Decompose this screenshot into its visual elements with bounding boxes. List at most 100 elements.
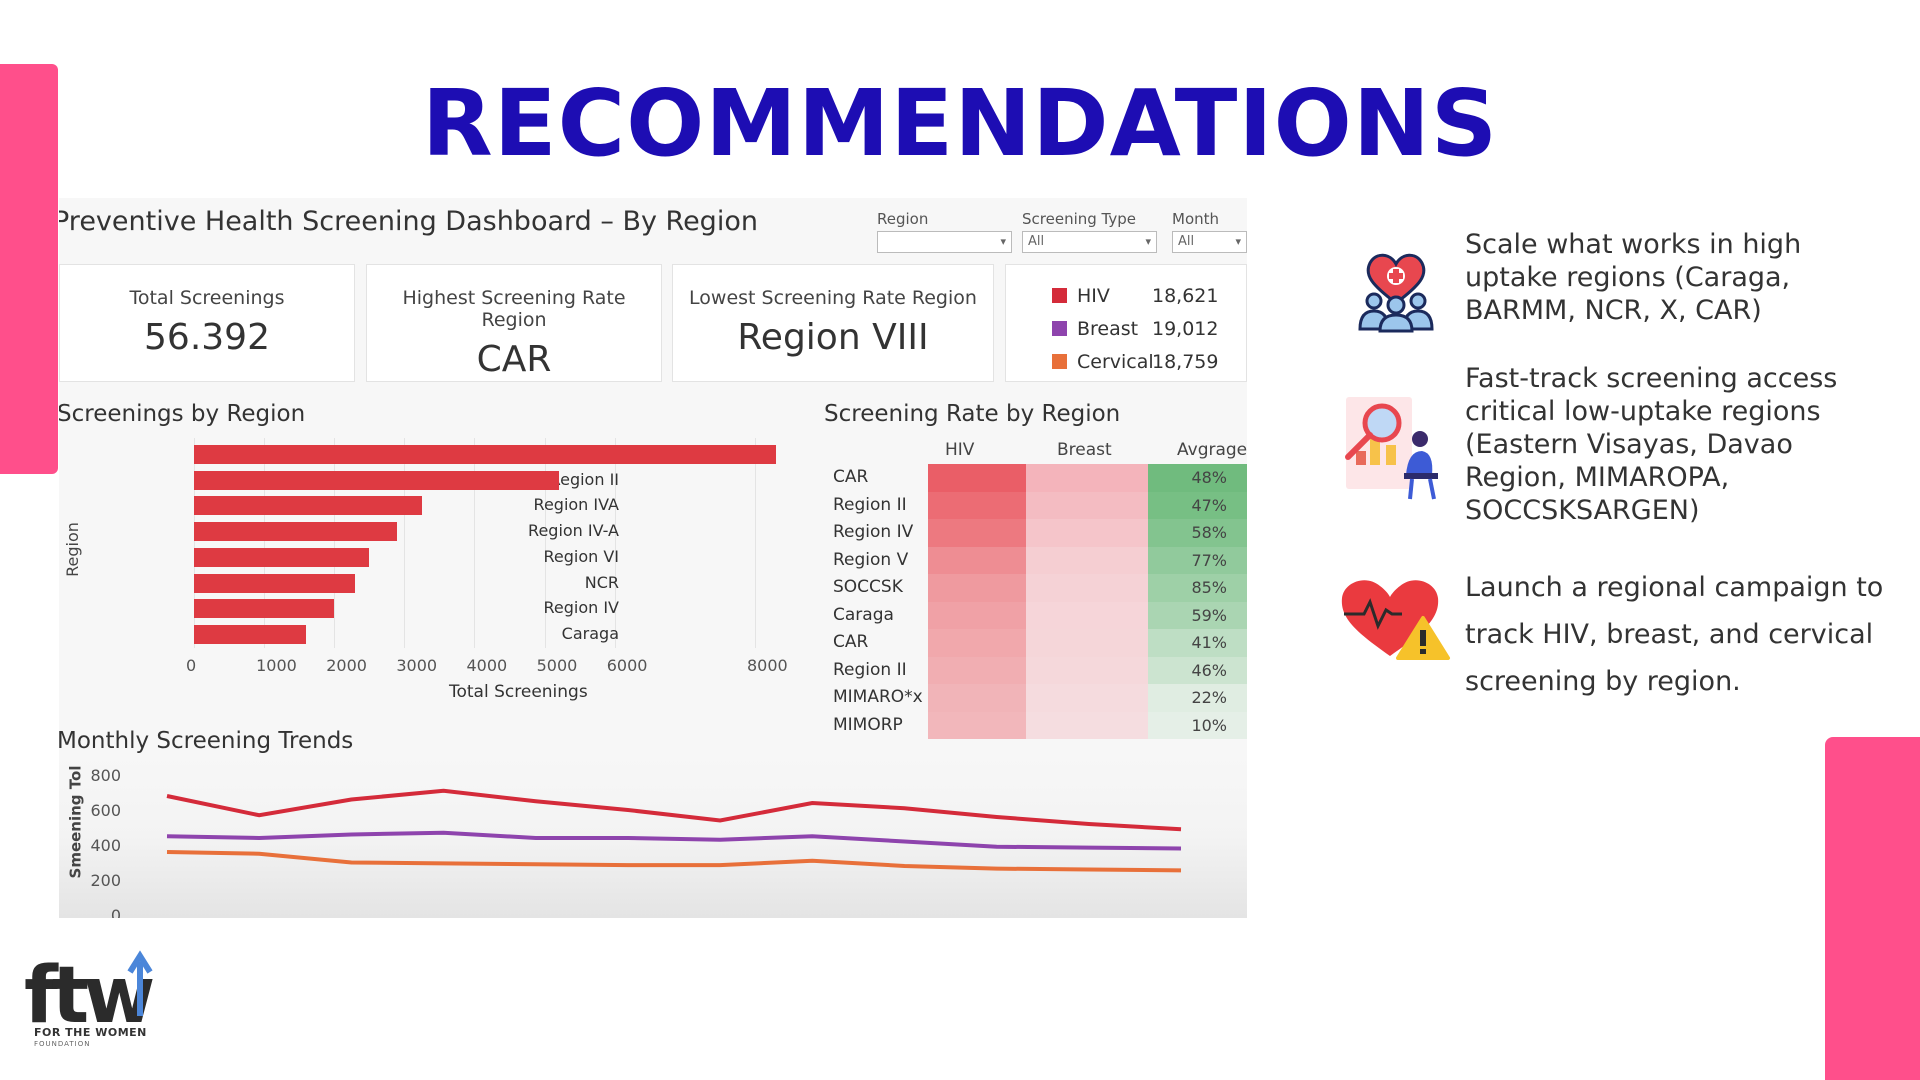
- heatmap-row-label: Region IV: [833, 522, 914, 542]
- trend-y-tick: 0: [111, 906, 121, 918]
- heatmap-row: SOCCSK 85%: [821, 574, 1247, 602]
- heatmap-cell-average: 77%: [1148, 546, 1247, 574]
- heatmap-cell-average: 41%: [1148, 629, 1247, 657]
- heatmap-row: Region II 47%: [821, 491, 1247, 519]
- heatmap-cell-average: 48%: [1148, 464, 1247, 492]
- heatmap-row-label: Region V: [833, 549, 909, 570]
- heatmap-row: MIMORP 10%: [821, 711, 1247, 739]
- logo-name: FOR THE WOMEN: [34, 1026, 147, 1039]
- screening-type-filter[interactable]: Screening Type All: [1022, 210, 1157, 253]
- bar[interactable]: [194, 470, 559, 490]
- heatmap-cell-breast: [1026, 546, 1148, 574]
- region-filter-select[interactable]: [877, 231, 1012, 253]
- legend-swatch: [1052, 288, 1067, 303]
- region-filter-label: Region: [877, 210, 929, 228]
- heatmap-cell-average: 85%: [1148, 574, 1247, 602]
- screening-type-filter-label: Screening Type: [1022, 210, 1136, 228]
- heatmap-cell-average: 46%: [1148, 656, 1247, 684]
- bar[interactable]: [194, 445, 776, 464]
- heatmap-row-label: CAR: [833, 632, 869, 652]
- heatmap-row-label: SOCCSK: [833, 577, 903, 597]
- kpi-value: CAR: [476, 339, 552, 380]
- bar[interactable]: [194, 496, 422, 516]
- bar-category-label: NCR: [584, 572, 619, 592]
- heatmap-cell-hiv: [928, 464, 1026, 492]
- heatmap-cell-average: 10%: [1148, 711, 1247, 739]
- heatmap-row: Region V 77%: [821, 546, 1247, 574]
- bar-chart-gridline: [754, 438, 756, 648]
- bar-chart-x-tick: 2000: [326, 656, 367, 675]
- bar-chart-x-tick: 4000: [466, 656, 508, 675]
- heatmap-row-label: MIMARO*x: [833, 687, 923, 707]
- heatmap-cell-breast: [1026, 601, 1148, 629]
- bar-category-label: Region IV-A: [528, 521, 619, 541]
- heatmap-cell-breast: [1026, 711, 1148, 739]
- ftw-logo: ftw: [24, 950, 154, 1026]
- monthly-trend-chart: 0 200 400 600 800: [90, 766, 1182, 918]
- heatmap-cell-average: 59%: [1148, 601, 1247, 629]
- bar-chart-gridline: [404, 438, 406, 648]
- kpi-value: 56.392: [144, 317, 270, 358]
- legend-item-cervical: Cervical 18,759: [1052, 351, 1218, 373]
- heatmap-row: CAR 48%: [821, 464, 1247, 492]
- heatmap-cell-breast: [1026, 519, 1148, 547]
- legend-swatch: [1052, 354, 1067, 369]
- bar-category-label: Region II: [549, 469, 619, 489]
- legend-swatch: [1052, 321, 1067, 336]
- screening-type-filter-select[interactable]: All: [1022, 231, 1157, 253]
- bar-chart-gridline: [334, 438, 336, 648]
- heatmap-cell-hiv: [928, 629, 1026, 657]
- legend-value: 18,759: [1152, 351, 1219, 373]
- heatmap-cell-average: 47%: [1148, 491, 1247, 519]
- heatmap-cell-breast: [1026, 629, 1148, 657]
- month-filter-select[interactable]: All: [1172, 231, 1247, 253]
- heatmap-cell-average: 22%: [1148, 684, 1247, 712]
- bar[interactable]: [194, 599, 335, 619]
- heatmap-row-label: Region II: [833, 659, 907, 680]
- month-filter[interactable]: Month All: [1172, 210, 1247, 253]
- legend-value: 18,621: [1152, 285, 1219, 307]
- left-accent-bar: [0, 64, 58, 474]
- trend-line-cervical[interactable]: [166, 850, 1182, 873]
- trend-y-tick: 400: [90, 836, 121, 855]
- heatmap-col-breast: Breast: [1057, 440, 1112, 460]
- legend-name: Breast: [1077, 318, 1139, 340]
- bar-chart-x-tick: 1000: [256, 656, 297, 675]
- heatmap-row: Region IV 58%: [821, 519, 1247, 547]
- heatmap-cell-hiv: [928, 656, 1026, 684]
- bar[interactable]: [194, 522, 398, 542]
- heatmap-cell-hiv: [928, 574, 1026, 602]
- legend-item-breast: Breast 19,012: [1052, 318, 1218, 340]
- bar-category-label: Region IV: [543, 598, 619, 618]
- slide-title: RECOMMENDATIONS: [421, 70, 1499, 177]
- recommendation-1-text: Scale what works in high uptake regions …: [1465, 229, 1802, 326]
- heatmap-row-label: Caraga: [833, 604, 894, 625]
- heatmap-row: MIMARO*x 22%: [821, 684, 1247, 712]
- bar[interactable]: [194, 547, 370, 567]
- legend-name: Cervical: [1077, 351, 1154, 373]
- heatmap-col-hiv: HIV: [945, 440, 975, 460]
- bar-chart-x-tick: 3000: [396, 656, 438, 675]
- kpi-lowest-region: Lowest Screening Rate Region Region VIII: [672, 264, 994, 382]
- heatmap-cell-breast: [1026, 491, 1148, 519]
- dashboard-panel: Preventive Health Screening Dashboard – …: [59, 198, 1247, 918]
- logo-subtitle: FOUNDATION: [34, 1040, 91, 1048]
- trend-y-tick: 800: [90, 766, 121, 785]
- region-filter[interactable]: Region: [877, 210, 1012, 253]
- trend-y-tick: 600: [90, 801, 121, 820]
- bar[interactable]: [194, 573, 356, 593]
- heatmap-row-label: MIMORP: [833, 714, 903, 735]
- bar[interactable]: [194, 624, 307, 644]
- bar-category-label: Region IVA: [533, 495, 619, 515]
- heatmap-row: CAR 41%: [821, 629, 1247, 657]
- trend-line-breast[interactable]: [166, 830, 1182, 851]
- heatmap-title: Screening Rate by Region: [824, 401, 1121, 427]
- trend-line-hiv[interactable]: [166, 788, 1182, 832]
- recommendation-2-text: Fast-track screening access critical low…: [1465, 363, 1838, 526]
- bar-chart-gridline: [614, 438, 616, 648]
- month-filter-label: Month: [1172, 210, 1220, 228]
- kpi-label: Lowest Screening Rate Region: [689, 287, 977, 309]
- heatmap-cell-hiv: [928, 684, 1026, 712]
- bar-category-label: Caraga: [561, 623, 619, 643]
- heatmap-col-average: Avgrage: [1177, 440, 1247, 460]
